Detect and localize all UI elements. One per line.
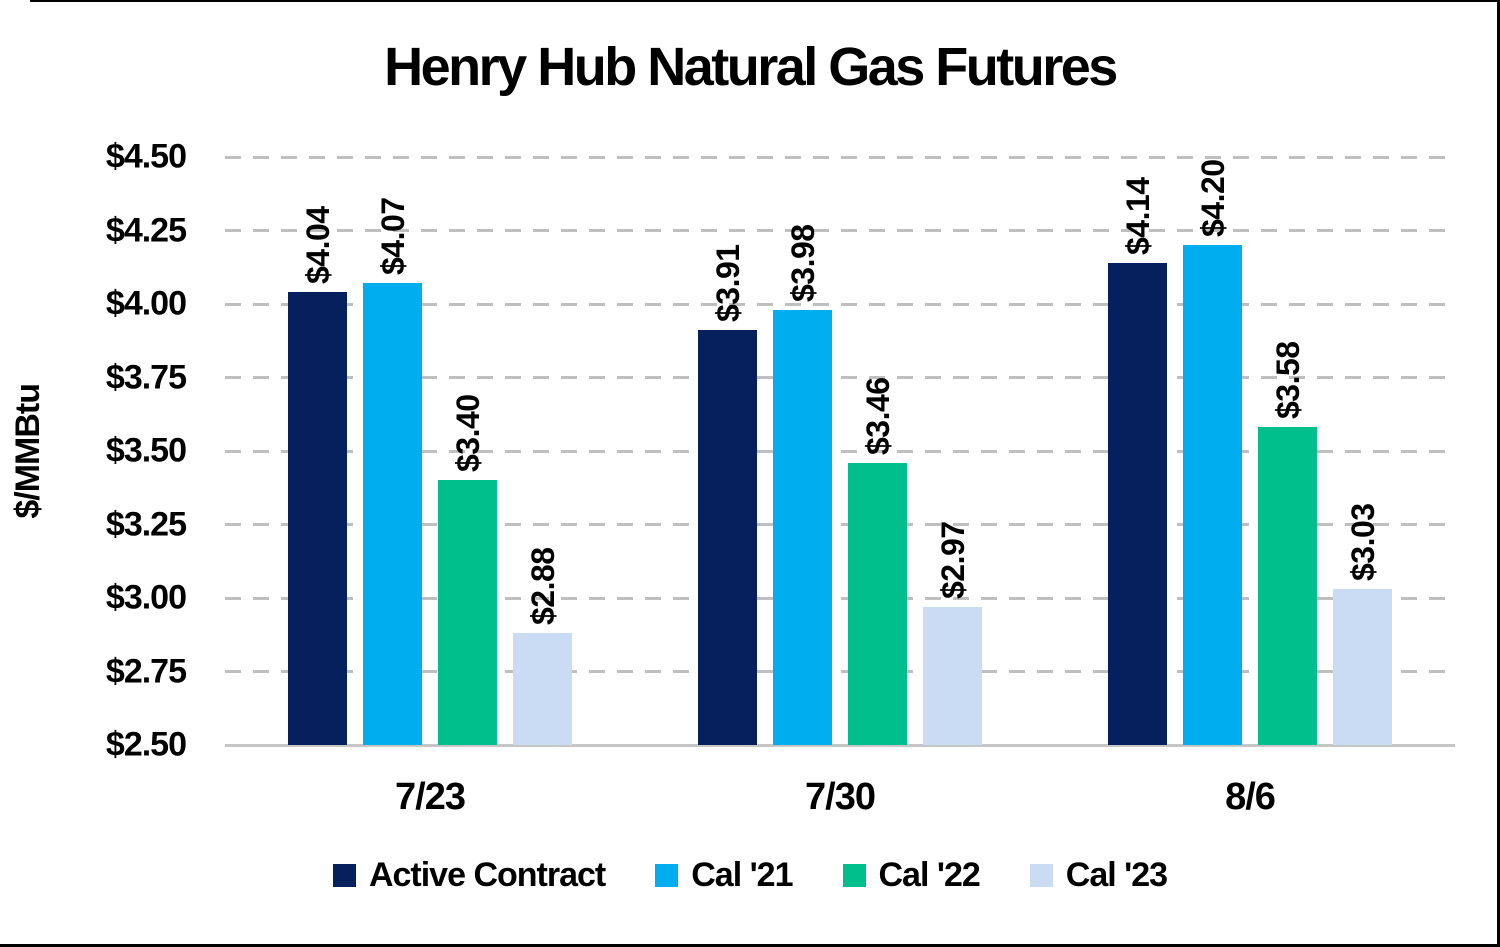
gridline [225,523,1455,526]
gridline [225,449,1455,453]
frame-border-top [30,0,1500,2]
bar-cal-22-7-23 [438,480,497,745]
bar-cal-21-7-30 [773,309,832,745]
gridline [225,670,1455,673]
y-tick-label: $4.00 [105,284,187,323]
x-axis: 7/23 7/30 8/6 [225,776,1455,819]
bar-cal-23-7-23 [513,633,572,745]
y-tick-label: $3.50 [105,431,187,470]
y-tick-label: $4.25 [105,211,187,249]
y-tick-label: $4.50 [105,137,187,176]
frame-border-bottom [0,944,1500,947]
bar-cal-22-8-6 [1258,427,1317,745]
x-tick-label-0: 7/23 [395,776,466,818]
bar-value-label-cal-21-8-6: $4.20 [1194,159,1231,238]
gridline [225,155,1455,159]
legend-label-cal-21: Cal '21 [691,856,793,894]
plot-area: $4.04 $3.91 $4.14 $4.07 $3.98 $4.20 $3.40 $3.46… [225,155,1455,747]
bar-value-label-cal-23-7-23: $2.88 [524,547,561,626]
gridline [225,596,1455,600]
gridline [225,302,1455,306]
y-tick-label: $3.00 [105,578,187,617]
bar-active-contract-7-23 [288,292,347,745]
legend-swatch-cal-23 [1029,864,1053,887]
bar-value-label-cal-22-7-23: $3.40 [449,394,486,473]
legend-label-active-contract: Active Contract [368,856,606,894]
bar-cal-21-7-23 [363,283,422,745]
bar-value-label-cal-21-7-23: $4.07 [374,197,411,276]
bar-value-label-cal-23-8-6: $3.03 [1344,503,1381,582]
bar-value-label-active-contract-7-30: $3.91 [709,244,746,323]
legend-label-cal-22: Cal '22 [878,856,981,894]
legend-item-active-contract: Active Contract [332,856,606,895]
bar-value-label-cal-21-7-30: $3.98 [784,224,821,302]
bar-cal-21-8-6 [1183,245,1242,745]
bar-cal-23-8-6 [1333,589,1392,745]
y-tick-label: $2.75 [105,652,187,690]
frame-border-right [1497,0,1500,947]
legend-label-cal-23: Cal '23 [1065,856,1168,894]
bar-value-label-active-contract-8-6: $4.14 [1119,177,1156,255]
y-tick-label: $2.50 [105,725,187,764]
y-tick-label: $3.25 [105,505,187,543]
bar-active-contract-8-6 [1108,262,1167,745]
bar-value-label-cal-23-7-30: $2.97 [934,521,971,599]
x-tick-label-2: 8/6 [1225,776,1276,818]
y-tick-label: $3.75 [105,358,187,396]
legend-swatch-active-contract [332,864,356,887]
y-axis-ticks: $4.50 $4.25 $4.00 $3.75 $3.50 $3.25 $3.00 $2.75… [0,138,187,764]
bar-value-label-active-contract-7-23: $4.04 [299,206,336,285]
bar-value-label-cal-22-7-30: $3.46 [859,377,896,455]
legend-swatch-cal-22 [842,864,866,887]
legend-swatch-cal-21 [655,864,679,887]
bar-cal-23-7-30 [923,606,982,745]
chart-legend: Active Contract Cal '21 Cal '22 Cal '23 [0,856,1500,895]
gridline [225,229,1455,232]
chart-title: Henry Hub Natural Gas Futures [384,37,1118,97]
legend-item-cal-22: Cal '22 [842,856,981,895]
bar-active-contract-7-30 [698,330,757,745]
bar-value-label-cal-22-8-6: $3.58 [1269,341,1306,420]
gridline [225,376,1455,379]
legend-item-cal-21: Cal '21 [655,856,794,895]
gridline [225,743,1455,747]
legend-item-cal-23: Cal '23 [1029,856,1168,895]
x-tick-label-1: 7/30 [805,776,876,818]
bar-cal-22-7-30 [848,462,907,745]
